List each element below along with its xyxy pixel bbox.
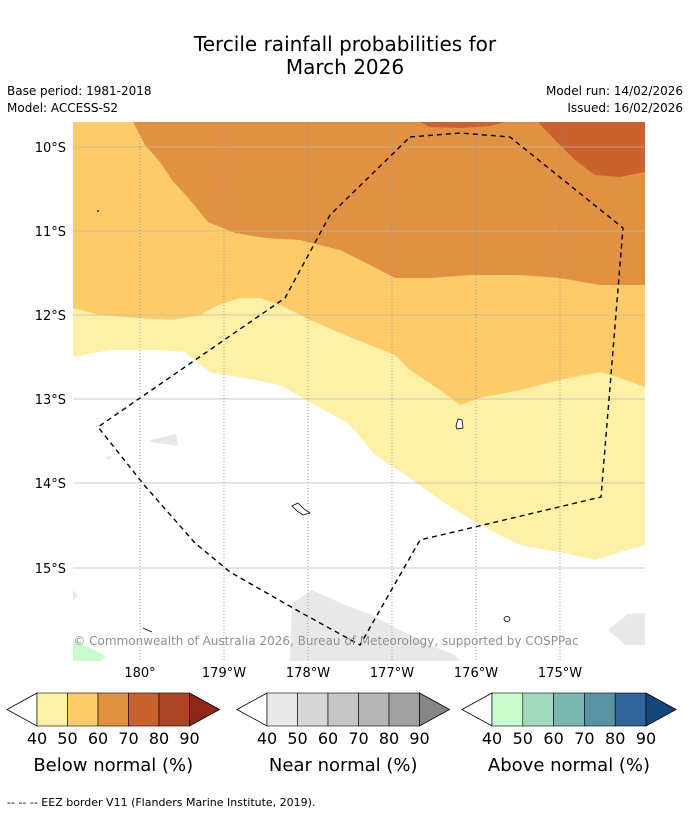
colorbar-cell bbox=[266, 692, 298, 727]
colorbar-tick-label: 70 bbox=[348, 729, 368, 748]
latitude-gridlines bbox=[73, 146, 645, 569]
base-period-text: Base period: 1981-2018 bbox=[7, 84, 152, 98]
below-normal-70-80-region bbox=[538, 122, 645, 177]
below-normal-60-70-region bbox=[133, 122, 645, 285]
lat-label-11s: 11°S bbox=[35, 225, 66, 240]
colorbar-3: 40 50 60 70 80 90 Above normal (%) bbox=[461, 692, 677, 776]
colorbar-min-extension bbox=[461, 692, 493, 727]
colorbar-tick-label: 90 bbox=[179, 729, 199, 748]
issued-text: Issued: 16/02/2026 bbox=[567, 101, 683, 115]
lat-label-14s: 14°S bbox=[35, 477, 66, 492]
model-text: Model: ACCESS-S2 bbox=[7, 101, 119, 115]
eez-footnote: -- -- -- EEZ border V11 (Flanders Marine… bbox=[7, 796, 316, 809]
colorbar-legends: 40 50 60 70 80 90 Below normal (%) 40 50 60 70 80 90… bbox=[6, 692, 677, 776]
near-normal-region bbox=[104, 456, 112, 460]
colorbar-cell bbox=[297, 692, 329, 727]
lon-label-177w: 177°W bbox=[370, 666, 414, 681]
colorbar-cell bbox=[97, 692, 129, 727]
probability-map-panel: © Commonwealth of Australia 2026, Bureau… bbox=[73, 122, 645, 661]
lon-label-176w: 176°W bbox=[454, 666, 498, 681]
model-run-text: Model run: 14/02/2026 bbox=[545, 84, 683, 98]
map-title-line-2: March 2026 bbox=[285, 55, 405, 79]
colorbar-cell bbox=[158, 692, 190, 727]
colorbar-max-extension bbox=[189, 692, 221, 727]
colorbar-cell bbox=[553, 692, 585, 727]
lat-label-13s: 13°S bbox=[35, 393, 66, 408]
below-normal-70-80-region bbox=[420, 122, 505, 128]
colorbar-tick-label: 40 bbox=[482, 729, 502, 748]
colorbar-1: 40 50 60 70 80 90 Below normal (%) bbox=[6, 692, 221, 776]
copyright-text: © Commonwealth of Australia 2026, Bureau… bbox=[73, 634, 578, 648]
lon-label-175w: 175°W bbox=[538, 666, 582, 681]
lat-label-15s: 15°S bbox=[35, 562, 66, 577]
colorbar-tick-label: 80 bbox=[149, 729, 169, 748]
map-title-line-1: Tercile rainfall probabilities for bbox=[193, 32, 497, 56]
colorbar-max-extension bbox=[419, 692, 451, 727]
colorbar-2: 40 50 60 70 80 90 Near normal (%) bbox=[236, 692, 451, 776]
eez-border bbox=[96, 132, 624, 646]
colorbar-tick-label: 40 bbox=[257, 729, 277, 748]
colorbar-tick-label: 80 bbox=[605, 729, 625, 748]
near-normal-region bbox=[150, 434, 178, 446]
colorbar-tick-label: 60 bbox=[88, 729, 108, 748]
colorbar-tick-label: 50 bbox=[57, 729, 77, 748]
colorbar-title: Near normal (%) bbox=[269, 755, 418, 776]
colorbar-cell bbox=[491, 692, 524, 727]
near-normal-region bbox=[290, 590, 460, 661]
forecast-map-figure: © Commonwealth of Australia 2026, Bureau… bbox=[6, 122, 677, 776]
colorbar-max-extension bbox=[645, 692, 677, 727]
near-normal-region bbox=[608, 613, 645, 645]
colorbar-tick-label: 80 bbox=[379, 729, 399, 748]
above-normal-region bbox=[73, 640, 106, 661]
colorbar-tick-label: 50 bbox=[513, 729, 533, 748]
colorbar-tick-label: 50 bbox=[287, 729, 307, 748]
lat-label-10s: 10°S bbox=[35, 141, 66, 156]
colorbar-tick-label: 60 bbox=[543, 729, 563, 748]
colorbar-cell bbox=[584, 692, 616, 727]
colorbar-tick-label: 60 bbox=[318, 729, 338, 748]
colorbar-tick-label: 40 bbox=[27, 729, 47, 748]
latitude-labels: 10°S 11°S 12°S 13°S 14°S 15°S bbox=[35, 141, 66, 577]
lon-label-178w: 178°W bbox=[286, 666, 330, 681]
colorbar-tick-label: 90 bbox=[409, 729, 429, 748]
colorbar-title: Above normal (%) bbox=[488, 755, 650, 776]
colorbar-tick-label: 90 bbox=[636, 729, 656, 748]
colorbar-min-extension bbox=[236, 692, 268, 727]
island-outlines bbox=[97, 210, 511, 633]
colorbar-tick-label: 70 bbox=[118, 729, 138, 748]
colorbar-title: Below normal (%) bbox=[33, 755, 193, 776]
near-normal-region bbox=[73, 590, 78, 600]
colorbar-cell bbox=[358, 692, 390, 727]
longitude-labels: 180° 179°W 178°W 177°W 176°W 175°W bbox=[124, 666, 582, 681]
colorbar-cell bbox=[388, 692, 420, 727]
colorbar-min-extension bbox=[6, 692, 38, 727]
colorbar-cell bbox=[36, 692, 68, 727]
colorbar-cell bbox=[67, 692, 99, 727]
colorbar-cell bbox=[522, 692, 554, 727]
lon-label-179w: 179°W bbox=[202, 666, 246, 681]
lon-label-180: 180° bbox=[124, 666, 155, 681]
lat-label-12s: 12°S bbox=[35, 309, 66, 324]
colorbar-cell bbox=[327, 692, 359, 727]
colorbar-cell bbox=[614, 692, 647, 727]
colorbar-tick-label: 70 bbox=[574, 729, 594, 748]
colorbar-cell bbox=[128, 692, 160, 727]
